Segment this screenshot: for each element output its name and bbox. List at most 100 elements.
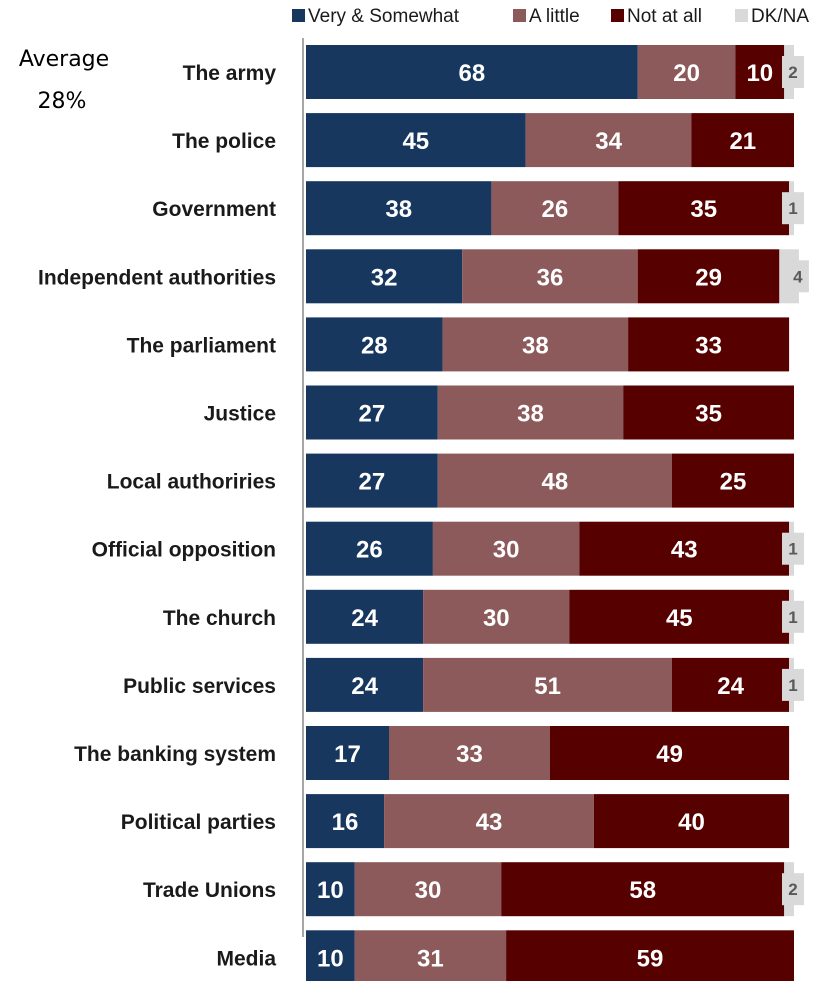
- category-label: Government: [152, 198, 276, 221]
- category-label: Official opposition: [92, 539, 276, 562]
- data-label-dk-na: 2: [788, 63, 797, 82]
- bar-segment-not-at-all: [506, 930, 794, 981]
- average-label: Average: [19, 47, 109, 72]
- legend-swatch-a-little: [513, 9, 526, 22]
- bar-segment-very-somewhat: [306, 249, 463, 304]
- average-value: 28%: [38, 89, 87, 114]
- data-label-dk-na: 1: [788, 676, 797, 695]
- data-label-dk-na: 1: [788, 199, 797, 218]
- data-label-not-at-all: 21: [729, 128, 756, 155]
- data-label-not-at-all: 49: [656, 741, 683, 768]
- bar-segment-not-at-all: [623, 385, 794, 440]
- bar-segment-a-little: [491, 181, 619, 236]
- data-label-dk-na: 2: [788, 880, 797, 899]
- data-label-not-at-all: 45: [666, 605, 693, 632]
- category-label: Public services: [123, 675, 276, 698]
- data-label-dk-na: 1: [788, 540, 797, 559]
- bar-segment-very-somewhat: [306, 113, 526, 168]
- category-label: Political parties: [121, 811, 276, 834]
- category-label: Independent authorities: [38, 266, 276, 289]
- data-label-not-at-all: 35: [690, 196, 717, 223]
- bar-segment-not-at-all: [735, 45, 785, 99]
- category-label: Local authoriries: [107, 471, 276, 494]
- legend-item-very-somewhat: Very & Somewhat: [292, 6, 460, 27]
- data-label-very-somewhat: 38: [385, 196, 412, 223]
- bar-segment-a-little: [389, 726, 550, 780]
- dk-na-label-box: [782, 668, 804, 701]
- dk-na-label-box: [782, 873, 804, 906]
- data-label-very-somewhat: 28: [361, 332, 388, 359]
- bar-segment-very-somewhat: [306, 181, 492, 236]
- data-label-a-little: 51: [534, 673, 561, 700]
- data-label-a-little: 36: [537, 264, 564, 291]
- bar-segment-not-at-all: [501, 862, 785, 917]
- average-annotation: Average 28%: [19, 47, 109, 114]
- legend-swatch-very-somewhat: [292, 9, 305, 22]
- bar-segment-very-somewhat: [306, 45, 638, 99]
- dk-na-label-box: [782, 532, 804, 565]
- bar-segment-a-little: [354, 862, 502, 917]
- data-label-not-at-all: 40: [678, 809, 705, 836]
- data-label-a-little: 38: [522, 332, 549, 359]
- data-label-a-little: 26: [542, 196, 569, 223]
- data-label-a-little: 20: [673, 60, 700, 87]
- data-label-a-little: 30: [415, 877, 442, 904]
- data-label-a-little: 30: [483, 605, 510, 632]
- bar-segment-a-little: [437, 453, 672, 508]
- bar-segment-very-somewhat: [306, 317, 443, 372]
- category-label: The banking system: [74, 743, 276, 766]
- category-labels: The army The police Government Independent …: [38, 62, 276, 970]
- legend-label-dk-na: DK/NA: [751, 6, 809, 27]
- legend-label-not-at-all: Not at all: [627, 6, 702, 27]
- legend-swatch-not-at-all: [611, 9, 624, 22]
- data-label-a-little: 48: [542, 469, 569, 496]
- bar-segment-a-little: [432, 521, 580, 576]
- data-label-very-somewhat: 16: [332, 809, 359, 836]
- dk-na-label-box: [782, 600, 804, 633]
- bar-segment-very-somewhat: [306, 930, 355, 981]
- bar-segment-not-at-all: [672, 453, 794, 508]
- dk-na-label-box: [782, 56, 804, 88]
- bar-segment-a-little: [423, 589, 570, 644]
- bar-segment-not-at-all: [593, 794, 790, 849]
- data-label-a-little: 31: [417, 945, 444, 972]
- data-label-not-at-all: 58: [629, 877, 656, 904]
- data-label-a-little: 33: [456, 741, 483, 768]
- data-label-very-somewhat: 27: [359, 469, 386, 496]
- data-label-very-somewhat: 32: [371, 264, 398, 291]
- data-label-very-somewhat: 26: [356, 537, 383, 564]
- data-label-very-somewhat: 68: [459, 60, 486, 87]
- bar-segment-a-little: [423, 657, 672, 712]
- data-label-not-at-all: 29: [695, 264, 722, 291]
- data-label-very-somewhat: 24: [351, 673, 378, 700]
- bar-segment-not-at-all: [618, 181, 790, 236]
- bar-segment-a-little: [442, 317, 628, 372]
- category-label: Media: [216, 947, 276, 970]
- category-label: Justice: [204, 403, 276, 426]
- data-label-very-somewhat: 24: [351, 605, 378, 632]
- data-label-not-at-all: 10: [746, 60, 773, 87]
- bar-segment-a-little: [384, 794, 594, 849]
- bar-segment-very-somewhat: [306, 862, 355, 917]
- bar-segment-not-at-all: [569, 589, 790, 644]
- data-label-a-little: 34: [595, 128, 622, 155]
- category-label: The police: [172, 130, 276, 153]
- legend-label-a-little: A little: [529, 6, 580, 27]
- bar-segment-not-at-all: [691, 113, 794, 168]
- bar-segment-very-somewhat: [306, 521, 433, 576]
- bar-segment-very-somewhat: [306, 589, 424, 644]
- bar-segment-not-at-all: [579, 521, 790, 576]
- data-label-not-at-all: 35: [695, 401, 722, 428]
- bar-segment-not-at-all: [550, 726, 790, 780]
- bar-segment-not-at-all: [672, 657, 790, 712]
- data-label-a-little: 43: [476, 809, 503, 836]
- data-label-very-somewhat: 45: [402, 128, 429, 155]
- category-label: The parliament: [127, 334, 276, 357]
- data-label-dk-na: 4: [793, 267, 803, 286]
- legend-label-very-somewhat: Very & Somewhat: [308, 6, 460, 27]
- legend-swatch-dk-na: [735, 9, 748, 22]
- data-label-very-somewhat: 10: [317, 945, 344, 972]
- data-label-not-at-all: 33: [695, 332, 722, 359]
- bar-segment-very-somewhat: [306, 657, 424, 712]
